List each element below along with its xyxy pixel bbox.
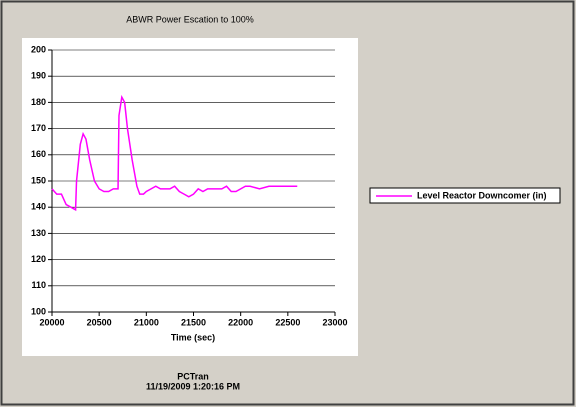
data-line [51, 94, 298, 212]
y-tick-label: 190 [31, 71, 46, 81]
plot-panel [22, 38, 358, 356]
y-tick-label: 160 [31, 149, 46, 159]
y-tick-label: 110 [31, 280, 46, 290]
y-tick-label: 200 [31, 44, 46, 54]
y-tick-label: 140 [31, 202, 46, 212]
x-tick-label: 20500 [87, 317, 112, 327]
x-axis-label: Time (sec) [171, 332, 215, 342]
chart-title: ABWR Power Escation to 100% [126, 14, 254, 24]
y-tick-label: 150 [31, 175, 46, 185]
x-tick-label: 22000 [228, 317, 253, 327]
x-tick-label: 21500 [181, 317, 206, 327]
y-tick-label: 180 [31, 97, 46, 107]
y-tick-label: 100 [31, 306, 46, 316]
x-tick-label: 20000 [39, 317, 64, 327]
x-tick-label: 23000 [322, 317, 347, 327]
footer-date: 11/19/2009 1:20:16 PM [146, 381, 240, 391]
y-tick-label: 170 [31, 123, 46, 133]
y-tick-label: 120 [31, 254, 46, 264]
legend-box [369, 187, 561, 204]
x-tick-label: 21000 [134, 317, 159, 327]
footer-app: PCTran [177, 371, 209, 381]
legend-label: Level Reactor Downcomer (in) [417, 190, 547, 200]
x-tick-label: 22500 [275, 317, 300, 327]
y-tick-label: 130 [31, 228, 46, 238]
